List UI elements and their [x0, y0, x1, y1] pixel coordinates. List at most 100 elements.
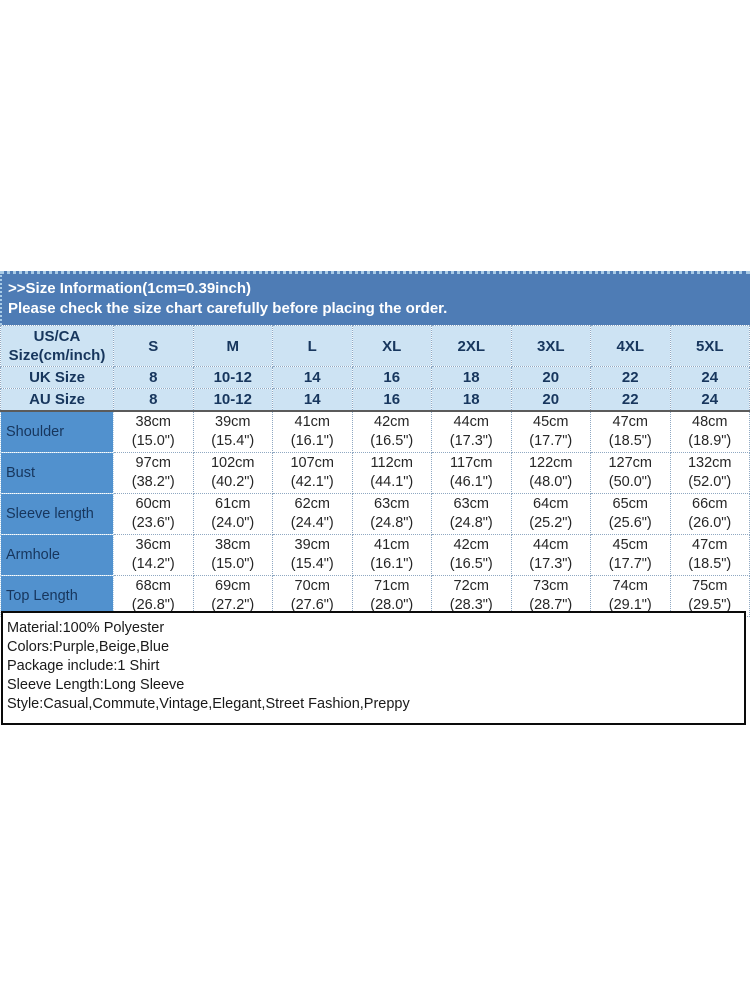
- measurement-inch: (15.0"): [131, 433, 175, 449]
- measurement-cell: 66cm (26.0"): [669, 493, 750, 535]
- measurement-inch: (17.3"): [449, 433, 493, 449]
- measurement-cm: 47cm: [692, 537, 728, 553]
- measurement-cm: 47cm: [612, 414, 648, 430]
- measurement-inch: (15.0"): [211, 556, 255, 572]
- size-column-header: L: [272, 325, 353, 367]
- size-conversion-cell: 16: [351, 388, 432, 412]
- measurement-cm: 68cm: [135, 578, 171, 594]
- measurement-cm: 41cm: [374, 537, 410, 553]
- measurement-cm: 48cm: [692, 414, 728, 430]
- measurement-inch: (28.7"): [529, 597, 573, 613]
- measurement-inch: (29.1"): [608, 597, 652, 613]
- measurement-cm: 132cm: [687, 455, 732, 471]
- measurement-cell: 70cm (27.6"): [272, 575, 353, 617]
- size-conversion-cell: 24: [669, 388, 750, 412]
- measurement-cm: 117cm: [450, 455, 493, 471]
- measurement-cell: 122cm (48.0"): [510, 452, 591, 494]
- measurement-cell: 44cm (17.3"): [431, 410, 512, 453]
- measurement-row: Armhole 36cm (14.2") 38cm (15.0") 39cm (15.4")…: [0, 534, 750, 576]
- measurement-cell: 47cm (18.5"): [590, 410, 671, 453]
- measurement-cm: 75cm: [692, 578, 728, 594]
- product-info-colors: Colors:Purple,Beige,Blue: [7, 639, 170, 655]
- measurement-inch: (18.5"): [688, 556, 732, 572]
- measurement-cell: 42cm (16.5"): [431, 534, 512, 576]
- measurement-cm: 36cm: [135, 537, 171, 553]
- size-conversion-cell: 22: [590, 366, 671, 389]
- measurement-cm: 63cm: [453, 496, 489, 512]
- measurement-cm: 73cm: [533, 578, 569, 594]
- measurement-inch: (40.2"): [211, 474, 255, 490]
- measurement-cm: 63cm: [374, 496, 410, 512]
- measurement-cell: 62cm (24.4"): [272, 493, 353, 535]
- measurement-inch: (26.0"): [688, 515, 732, 531]
- product-info-package: Package include:1 Shirt: [7, 658, 160, 674]
- measurement-inch: (16.5"): [370, 433, 414, 449]
- size-table: US/CA Size(cm/inch) S M L XL 2XL 3XL 4XL 5XL UK Si…: [0, 325, 750, 617]
- measurement-cm: 112cm: [370, 455, 413, 471]
- size-conversion-cell: 20: [510, 388, 591, 412]
- size-conversion-cell: 18: [431, 366, 512, 389]
- measurement-cell: 39cm (15.4"): [192, 410, 273, 453]
- size-conversion-cell: 10-12: [192, 388, 273, 412]
- measurement-cell: 41cm (16.1"): [351, 534, 432, 576]
- measurement-cm: 69cm: [215, 578, 251, 594]
- row-label: AU Size: [0, 388, 114, 412]
- measurement-cm: 61cm: [215, 496, 251, 512]
- size-conversion-row: AU Size 8 10-12 14 16 18 20 22 24: [0, 388, 750, 412]
- measurement-inch: (15.4"): [290, 556, 334, 572]
- measurement-cell: 38cm (15.0"): [113, 410, 194, 453]
- measurement-inch: (24.0"): [211, 515, 255, 531]
- size-conversion-row: UK Size 8 10-12 14 16 18 20 22 24: [0, 366, 750, 389]
- measurement-cm: 71cm: [374, 578, 410, 594]
- measurement-cm: 45cm: [612, 537, 648, 553]
- size-column-header: M: [192, 325, 273, 367]
- measurement-inch: (15.4"): [211, 433, 255, 449]
- measurement-cm: 97cm: [135, 455, 171, 471]
- size-conversion-cell: 22: [590, 388, 671, 412]
- size-column-header: XL: [351, 325, 432, 367]
- size-info-banner: >>Size Information(1cm=0.39inch) Please …: [0, 271, 750, 325]
- corner-header-line2: Size(cm/inch): [8, 347, 106, 364]
- row-label: Sleeve length: [0, 493, 114, 535]
- measurement-inch: (48.0"): [529, 474, 573, 490]
- measurement-cell: 44cm (17.3"): [510, 534, 591, 576]
- measurement-inch: (24.8"): [449, 515, 493, 531]
- measurement-inch: (28.3"): [449, 597, 493, 613]
- measurement-cell: 73cm (28.7"): [510, 575, 591, 617]
- measurement-cm: 66cm: [692, 496, 728, 512]
- measurement-cm: 60cm: [135, 496, 171, 512]
- measurement-cell: 45cm (17.7"): [590, 534, 671, 576]
- measurement-inch: (26.8"): [131, 597, 175, 613]
- measurement-cm: 70cm: [294, 578, 330, 594]
- measurement-cell: 38cm (15.0"): [192, 534, 273, 576]
- measurement-cm: 72cm: [453, 578, 489, 594]
- measurement-inch: (42.1"): [290, 474, 334, 490]
- measurement-cell: 132cm (52.0"): [669, 452, 750, 494]
- measurement-cm: 107cm: [290, 455, 335, 471]
- measurement-cell: 42cm (16.5"): [351, 410, 432, 453]
- size-conversion-cell: 14: [272, 366, 353, 389]
- measurement-inch: (24.8"): [370, 515, 414, 531]
- size-conversion-cell: 14: [272, 388, 353, 412]
- size-column-header: 4XL: [590, 325, 671, 367]
- measurement-cell: 36cm (14.2"): [113, 534, 194, 576]
- measurement-cell: 60cm (23.6"): [113, 493, 194, 535]
- measurement-cell: 61cm (24.0"): [192, 493, 273, 535]
- measurement-inch: (16.5"): [449, 556, 493, 572]
- measurement-inch: (27.2"): [211, 597, 255, 613]
- size-column-header: S: [113, 325, 194, 367]
- measurement-inch: (16.1"): [290, 433, 334, 449]
- measurement-inch: (38.2"): [131, 474, 175, 490]
- measurement-inch: (14.2"): [131, 556, 175, 572]
- measurement-cell: 39cm (15.4"): [272, 534, 353, 576]
- measurement-cell: 69cm (27.2"): [192, 575, 273, 617]
- measurement-cell: 63cm (24.8"): [431, 493, 512, 535]
- size-conversion-cell: 16: [351, 366, 432, 389]
- size-column-header: 2XL: [431, 325, 512, 367]
- measurement-inch: (29.5"): [688, 597, 732, 613]
- measurement-cm: 45cm: [533, 414, 569, 430]
- row-label: Top Length: [0, 575, 114, 617]
- banner-title: >>Size Information(1cm=0.39inch): [8, 280, 251, 297]
- measurement-inch: (18.9"): [688, 433, 732, 449]
